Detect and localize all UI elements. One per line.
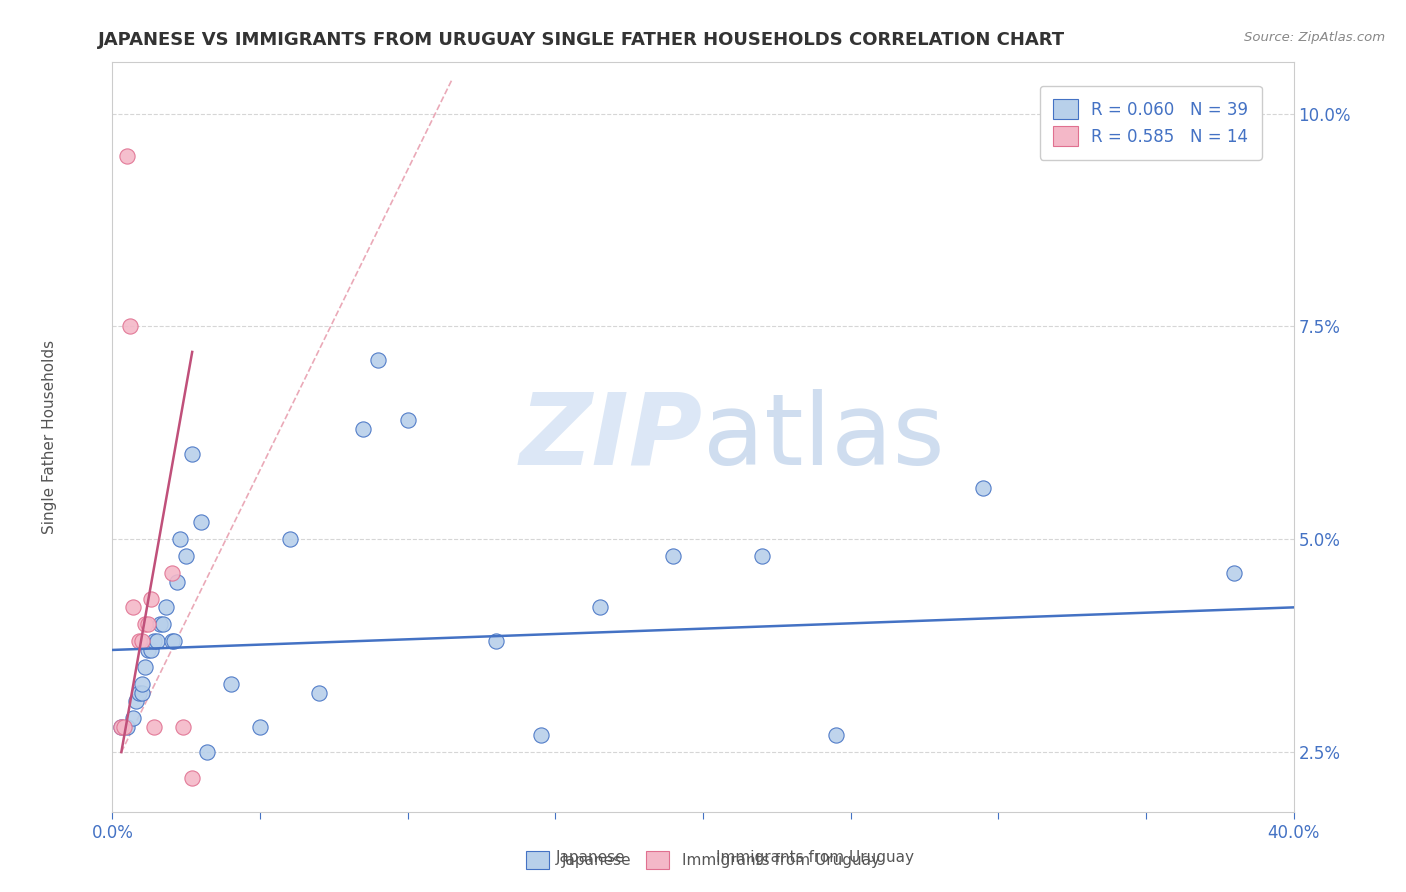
- Point: [128, 634, 150, 648]
- Point: [195, 745, 218, 759]
- Point: [396, 413, 419, 427]
- Point: [174, 549, 197, 564]
- Point: [152, 617, 174, 632]
- Point: [219, 677, 242, 691]
- Point: [125, 694, 148, 708]
- Point: [155, 600, 177, 615]
- Point: [117, 720, 138, 734]
- Point: [131, 634, 153, 648]
- Point: [131, 685, 153, 699]
- Point: [824, 728, 846, 742]
- Point: [120, 319, 142, 334]
- Point: [485, 634, 508, 648]
- Point: [122, 600, 145, 615]
- Point: [751, 549, 773, 564]
- Point: [142, 720, 165, 734]
- Legend: R = 0.060   N = 39, R = 0.585   N = 14: R = 0.060 N = 39, R = 0.585 N = 14: [1039, 86, 1261, 160]
- Point: [122, 711, 145, 725]
- Point: [181, 771, 204, 785]
- Text: Source: ZipAtlas.com: Source: ZipAtlas.com: [1244, 31, 1385, 45]
- Point: [190, 515, 212, 529]
- Point: [139, 643, 162, 657]
- Point: [352, 421, 374, 435]
- Point: [112, 720, 135, 734]
- Point: [110, 720, 132, 734]
- Point: [529, 728, 551, 742]
- Text: Immigrants from Uruguay: Immigrants from Uruguay: [717, 850, 914, 865]
- Point: [131, 677, 153, 691]
- Y-axis label: Single Father Households: Single Father Households: [42, 340, 56, 534]
- Point: [163, 634, 186, 648]
- Point: [588, 600, 610, 615]
- Legend: Japanese, Immigrants from Uruguay: Japanese, Immigrants from Uruguay: [520, 845, 886, 875]
- Point: [973, 481, 995, 495]
- Point: [149, 617, 172, 632]
- Point: [146, 634, 169, 648]
- Point: [278, 533, 301, 547]
- Point: [134, 660, 156, 674]
- Point: [142, 634, 165, 648]
- Point: [134, 617, 156, 632]
- Point: [169, 533, 191, 547]
- Point: [181, 447, 204, 461]
- Point: [136, 643, 159, 657]
- Point: [117, 149, 138, 163]
- Point: [136, 617, 159, 632]
- Point: [139, 591, 162, 606]
- Point: [110, 720, 132, 734]
- Point: [172, 720, 194, 734]
- Text: Japanese: Japanese: [555, 850, 626, 865]
- Point: [1223, 566, 1246, 581]
- Text: atlas: atlas: [703, 389, 945, 485]
- Text: JAPANESE VS IMMIGRANTS FROM URUGUAY SINGLE FATHER HOUSEHOLDS CORRELATION CHART: JAPANESE VS IMMIGRANTS FROM URUGUAY SING…: [98, 31, 1066, 49]
- Point: [249, 720, 271, 734]
- Text: ZIP: ZIP: [520, 389, 703, 485]
- Point: [128, 685, 150, 699]
- Point: [662, 549, 685, 564]
- Point: [367, 353, 389, 368]
- Point: [166, 574, 188, 589]
- Point: [160, 634, 183, 648]
- Point: [160, 566, 183, 581]
- Point: [308, 685, 330, 699]
